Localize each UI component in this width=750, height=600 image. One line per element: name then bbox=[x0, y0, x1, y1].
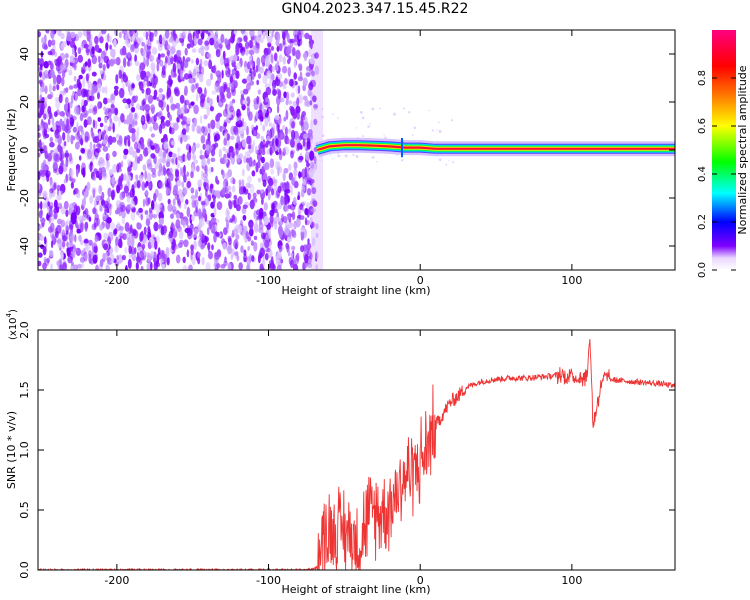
spectrogram-xtick-label: 100 bbox=[561, 274, 582, 287]
snr-ytick-label: 1.5 bbox=[18, 381, 31, 399]
signal-core bbox=[316, 144, 675, 152]
snr-ylabel: SNR (10 * v/v) bbox=[5, 411, 18, 489]
colorbar-tick-label: 0.2 bbox=[697, 214, 708, 230]
snr-multiplier: (x104) bbox=[5, 309, 19, 340]
snr-line bbox=[38, 339, 675, 570]
svg-text:(x104): (x104) bbox=[5, 309, 19, 340]
spectrogram-xlabel: Height of straight line (km) bbox=[281, 284, 430, 297]
faint-dots bbox=[321, 107, 454, 166]
spectrogram-ytick-label: 0 bbox=[18, 147, 31, 154]
spectrogram-xtick-label: -100 bbox=[256, 274, 281, 287]
snr-xtick-label: 0 bbox=[417, 574, 424, 587]
snr-multiplier-base: (x10 bbox=[8, 317, 19, 340]
colorbar-gradient bbox=[712, 30, 736, 270]
spectrogram-ytick-label: 20 bbox=[18, 95, 31, 109]
spectrogram-ylabel: Frequency (Hz) bbox=[5, 109, 18, 192]
snr-ytick-label: 2.0 bbox=[18, 321, 31, 339]
spectrogram-ytick-label: -40 bbox=[18, 237, 31, 255]
colorbar-tick-label: 0.4 bbox=[697, 166, 708, 182]
colorbar-tick-label: 0.6 bbox=[697, 118, 708, 134]
snr-xlabel: Height of straight line (km) bbox=[281, 583, 430, 596]
snr-multiplier-close: ) bbox=[8, 309, 19, 313]
colorbar-tick-label: 0.8 bbox=[697, 70, 708, 86]
snr-xtick-label: -200 bbox=[104, 574, 129, 587]
colorbar-tick-label: 0.0 bbox=[697, 262, 708, 278]
spectrogram-xtick-label: -200 bbox=[104, 274, 129, 287]
colorbar: 0.0 0.2 0.4 0.6 0.8 Normalized spectral ampl… bbox=[697, 30, 749, 278]
spectrogram-ytick-label: -20 bbox=[18, 189, 31, 207]
snr-ytick-label: 0.5 bbox=[18, 501, 31, 519]
snr-multiplier-exp: 4 bbox=[5, 312, 13, 317]
snr-ytick-label: 0.0 bbox=[18, 561, 31, 579]
snr-xtick-label: 100 bbox=[561, 574, 582, 587]
snr-xtick-label: -100 bbox=[256, 574, 281, 587]
snr-ytick-label: 1.0 bbox=[18, 441, 31, 459]
colorbar-label: Normalized spectral amplitude bbox=[736, 65, 749, 234]
snr-panel: -200 -100 0 100 0.0 0.5 1.0 1.5 2.0 Height of s… bbox=[5, 309, 676, 596]
figure-title: GN04.2023.347.15.45.R22 bbox=[281, 1, 469, 17]
spectrogram-ytick-label: 40 bbox=[18, 47, 31, 61]
spectrogram-xtick-label: 0 bbox=[417, 274, 424, 287]
noise-speckles bbox=[38, 30, 320, 270]
